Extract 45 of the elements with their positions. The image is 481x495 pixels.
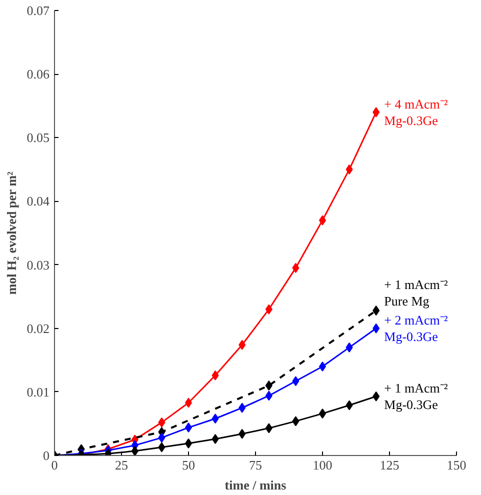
point [346,342,353,352]
y-tick-label: 0.06 [26,66,50,82]
point [372,107,380,118]
point [372,306,380,316]
x-axis-title: time / mins [224,478,286,492]
y-tick-label: 0.03 [26,257,50,272]
y-tick-label: 0.07 [26,3,50,18]
x-tick-label: 100 [312,458,332,472]
series-label: + 2 mAcm⁻² Mg-0.3Ge [384,312,448,344]
point [212,370,219,380]
point [158,432,166,443]
series-label: + 4 mAcm⁻² Mg-0.3Ge [384,96,448,128]
point [131,446,138,456]
x-tick-label: 75 [249,458,262,472]
y-tick-label: 0 [43,448,50,463]
y-tick-label: 0.04 [26,194,50,209]
x-tick-label: 150 [446,458,466,472]
y-tick-label: 0.05 [26,130,50,146]
point [158,442,166,452]
y-tick-label: 0.02 [26,320,50,336]
point [265,390,272,401]
point [346,164,353,174]
point [372,391,380,402]
x-tick-label: 50 [182,458,195,472]
point [212,434,219,444]
point [265,304,272,314]
point [292,376,300,386]
point [158,417,166,428]
y-tick-label: 0.01 [26,384,50,400]
point [319,362,326,372]
point [265,423,272,434]
point [212,414,219,424]
x-tick-label: 25 [115,458,128,472]
point [238,340,246,350]
point [292,416,300,426]
point [292,262,300,273]
point [346,400,353,410]
point [265,380,272,391]
point [238,402,246,413]
point [372,323,380,334]
series-label: + 1 mAcm⁻² Mg-0.3Ge [384,380,448,412]
x-tick-label: 125 [380,458,400,472]
series-label: + 1 mAcm⁻² Pure Mg [384,277,448,309]
point [238,428,246,439]
y-axis-title: mol H₂ evolved per m² [4,171,19,295]
